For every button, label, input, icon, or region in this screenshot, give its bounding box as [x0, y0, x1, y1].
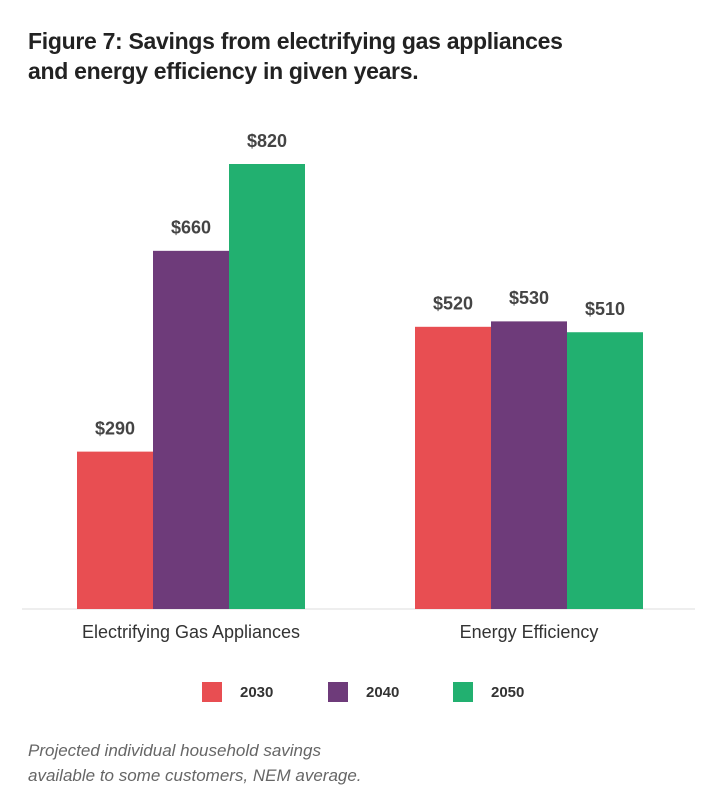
bar — [229, 164, 305, 609]
legend-label: 2050 — [491, 684, 524, 701]
bar — [567, 332, 643, 609]
bar — [153, 250, 229, 609]
legend-swatch — [202, 682, 222, 702]
value-label: $820 — [247, 131, 287, 151]
value-label: $660 — [171, 218, 211, 238]
bar — [77, 451, 153, 609]
value-label: $290 — [95, 418, 135, 438]
value-label: $530 — [509, 288, 549, 308]
chart-title: Figure 7: Savings from electrifying gas … — [28, 28, 563, 84]
legend-swatch — [453, 682, 473, 702]
caption: Projected individual household savings a… — [28, 741, 362, 785]
legend-swatch — [328, 682, 348, 702]
value-label: $510 — [585, 299, 625, 319]
x-tick-label: Energy Efficiency — [460, 622, 599, 642]
bar — [415, 326, 491, 609]
chart: $290 $660 $820 Electrifying Gas Appliances $… — [22, 131, 695, 702]
legend-label: 2030 — [240, 684, 273, 701]
value-label: $520 — [433, 294, 473, 314]
x-tick-label: Electrifying Gas Appliances — [82, 622, 300, 642]
bar — [491, 321, 567, 609]
legend-label: 2040 — [366, 684, 399, 701]
